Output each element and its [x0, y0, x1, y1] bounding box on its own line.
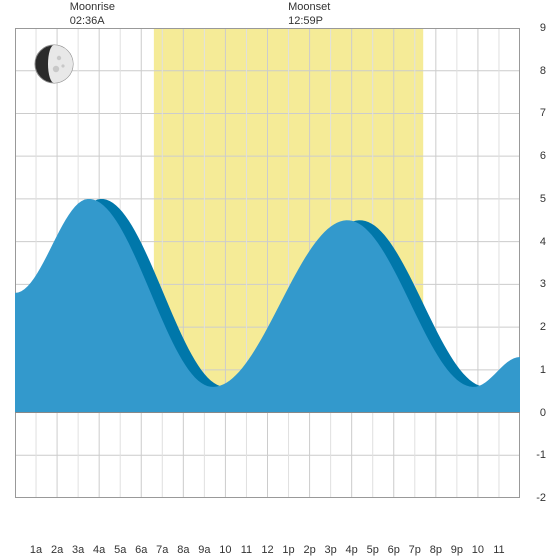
y-tick: 2	[540, 321, 546, 333]
y-tick: 3	[540, 278, 546, 290]
x-tick: 11	[493, 544, 504, 556]
y-tick: 5	[540, 193, 546, 205]
x-tick: 8a	[177, 544, 189, 556]
y-tick: 8	[540, 65, 546, 77]
moonrise-title: Moonrise	[70, 0, 115, 14]
moonset-title: Moonset	[288, 0, 330, 14]
moonset-time: 12:59P	[288, 14, 330, 28]
x-tick: 1p	[282, 544, 294, 556]
y-tick: 4	[540, 236, 546, 248]
x-tick: 10	[219, 544, 231, 556]
x-tick: 5p	[367, 544, 379, 556]
x-tick: 8p	[430, 544, 442, 556]
x-tick: 4a	[93, 544, 105, 556]
x-tick: 9p	[451, 544, 463, 556]
y-tick: 9	[540, 22, 546, 34]
x-tick: 10	[472, 544, 484, 556]
tide-chart-container: Moonrise 02:36A Moonset 12:59P -2 -1 0 1 2 3 4…	[0, 0, 550, 550]
x-tick: 7p	[409, 544, 421, 556]
x-tick: 6a	[135, 544, 147, 556]
x-tick: 2a	[51, 544, 63, 556]
y-tick: -1	[536, 449, 546, 461]
x-tick: 3a	[72, 544, 84, 556]
x-tick: 3p	[325, 544, 337, 556]
y-tick: 1	[540, 364, 546, 376]
x-tick: 9a	[198, 544, 210, 556]
x-tick: 2p	[303, 544, 315, 556]
moonset-label: Moonset 12:59P	[288, 0, 330, 29]
x-tick: 11	[241, 544, 252, 556]
moon-phase-icon	[34, 44, 74, 84]
x-tick: 6p	[388, 544, 400, 556]
x-tick: 1a	[30, 544, 42, 556]
y-tick: 6	[540, 150, 546, 162]
x-tick: 7a	[156, 544, 168, 556]
moonrise-label: Moonrise 02:36A	[70, 0, 115, 29]
chart-svg	[15, 28, 520, 498]
y-tick: 0	[540, 407, 546, 419]
x-tick: 4p	[346, 544, 358, 556]
y-tick: 7	[540, 107, 546, 119]
y-tick: -2	[536, 492, 546, 504]
moonrise-time: 02:36A	[70, 14, 115, 28]
x-tick: 12	[261, 544, 273, 556]
chart-plot-area	[15, 28, 520, 498]
x-tick: 5a	[114, 544, 126, 556]
